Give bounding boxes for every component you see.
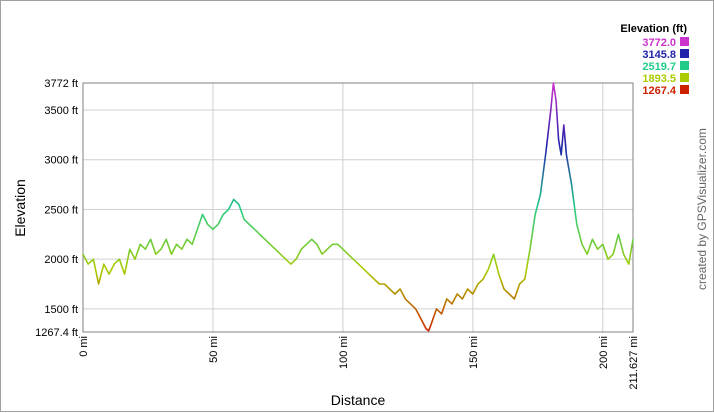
x-tick-labels: 0 mi 50 mi 100 mi 150 mi 200 mi 211.627 mi [78,336,640,390]
y-tick-label: 3500 ft [44,105,78,117]
legend-swatch [680,37,689,46]
legend-value: 2519.7 [642,61,676,73]
legend-value: 1893.5 [642,73,676,85]
legend-value: 1267.4 [642,85,677,97]
y-tick-label: 3772 ft [44,78,78,90]
x-tick-label: 150 mi [468,336,480,369]
x-tick-label: 50 mi [208,336,220,363]
x-tick-label: 0 mi [78,336,90,357]
y-tick-labels: 1267.4 ft 1500 ft 2000 ft 2500 ft 3000 ft 350… [35,78,78,339]
x-tick-label: 200 mi [598,336,610,369]
y-tick-label: 1500 ft [44,304,78,316]
legend-title: Elevation (ft) [620,23,687,35]
y-axis-title: Elevation [12,179,28,237]
y-tick-label: 2000 ft [44,254,78,266]
plot-area [82,82,634,333]
credit-text: created by GPSVisualizer.com [695,128,709,290]
legend-swatch [680,73,689,82]
legend-value: 3145.8 [642,49,676,61]
legend-value: 3772.0 [642,37,676,49]
elevation-line [82,82,634,332]
legend-swatch [680,85,689,94]
x-tick-label: 211.627 mi [628,336,640,390]
legend-swatch [680,49,689,58]
y-tick-label: 1267.4 ft [35,327,78,339]
x-axis-title: Distance [331,392,386,408]
grid-lines [83,83,633,332]
x-tick-label: 100 mi [338,336,350,369]
legend-swatch [680,61,689,70]
y-tick-label: 3000 ft [44,155,78,167]
y-tick-label: 2500 ft [44,204,78,216]
